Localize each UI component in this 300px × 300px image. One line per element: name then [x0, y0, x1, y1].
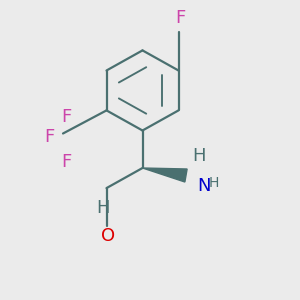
- Text: F: F: [44, 128, 54, 146]
- Text: F: F: [61, 108, 71, 126]
- Text: H: H: [193, 147, 206, 165]
- Text: O: O: [101, 227, 115, 245]
- Text: H: H: [209, 176, 219, 190]
- Text: F: F: [61, 153, 71, 171]
- Text: F: F: [175, 9, 185, 27]
- Polygon shape: [142, 168, 187, 182]
- Text: H: H: [97, 199, 110, 217]
- Text: N: N: [197, 177, 211, 195]
